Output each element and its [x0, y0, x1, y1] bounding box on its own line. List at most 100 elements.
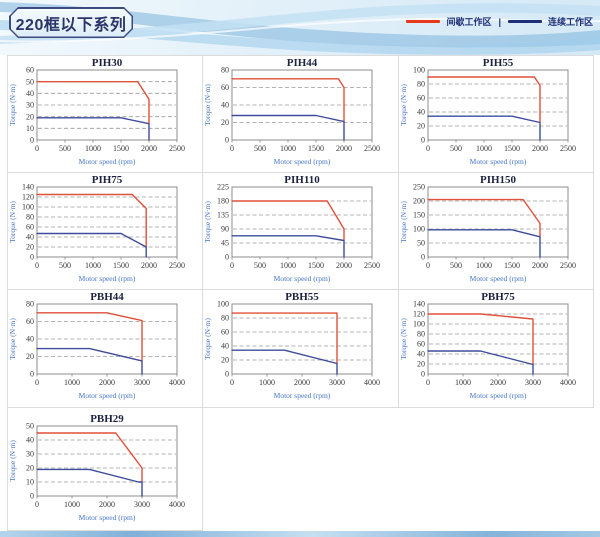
- x-tick-label: 1500: [113, 261, 129, 270]
- series-intermittent: [36, 312, 143, 362]
- series-continuous: [231, 235, 346, 258]
- x-tick-label: 2500: [364, 261, 380, 270]
- x-tick-label: 0: [35, 378, 39, 387]
- y-tick-label: 0: [30, 136, 34, 145]
- x-tick-label: 0: [426, 261, 430, 270]
- chart-cell-PIH150: PIH150 0 50 100 150 200 250 0 500 1000 1500 2000 250…: [398, 173, 594, 290]
- y-tick-label: 10: [26, 478, 34, 487]
- chart-title: PIH150: [480, 174, 517, 186]
- y-tick-label: 80: [221, 314, 229, 323]
- chart-PIH110: PIH110 0 45 90 135 180 225 0 500 1000 1500 2000 2500…: [203, 174, 380, 283]
- y-tick-label: 140: [413, 300, 425, 309]
- y-tick-label: 60: [221, 328, 229, 337]
- y-tick-label: 80: [26, 213, 34, 222]
- chart-PBH44: PBH44 0 20 40 60 80 0 1000 2000 3000 4000 Torque (N…: [8, 291, 185, 400]
- x-tick-label: 0: [35, 261, 39, 270]
- y-tick-label: 50: [26, 422, 34, 431]
- x-tick-label: 1000: [476, 144, 492, 153]
- chart-title: PBH75: [481, 291, 515, 303]
- x-tick-label: 1500: [308, 261, 324, 270]
- y-tick-label: 60: [221, 83, 229, 92]
- y-tick-label: 20: [221, 118, 229, 127]
- plot-area: [36, 425, 178, 497]
- x-tick-label: 4000: [560, 378, 576, 387]
- x-tick-label: 1000: [64, 378, 80, 387]
- x-tick-label: 1500: [113, 144, 129, 153]
- chart-cell-PBH44: PBH44 0 20 40 60 80 0 1000 2000 3000 4000 Torque (N…: [8, 290, 204, 408]
- y-axis-label: Torque (N·m): [203, 84, 212, 126]
- x-tick-label: 500: [59, 261, 71, 270]
- series-continuous: [426, 115, 541, 141]
- y-tick-label: 30: [26, 101, 34, 110]
- x-tick-label: 0: [230, 144, 234, 153]
- chart-title: PBH55: [286, 291, 320, 303]
- y-tick-label: 20: [417, 122, 425, 131]
- x-tick-label: 2000: [294, 378, 310, 387]
- x-tick-label: 1500: [308, 144, 324, 153]
- y-tick-label: 100: [413, 66, 425, 75]
- x-tick-label: 1000: [85, 144, 101, 153]
- y-tick-label: 20: [26, 112, 34, 121]
- y-tick-label: 80: [417, 330, 425, 339]
- y-tick-label: 40: [26, 89, 34, 98]
- y-tick-label: 10: [26, 124, 34, 133]
- chart-PIH44: PIH44 0 20 40 60 80 0 500 1000 1500 2000 2500 Torque…: [203, 57, 380, 166]
- x-tick-label: 500: [254, 144, 266, 153]
- x-tick-label: 2000: [490, 378, 506, 387]
- y-tick-label: 20: [26, 352, 34, 361]
- x-tick-label: 3000: [329, 378, 345, 387]
- chart-PBH29: PBH29 0 10 20 30 40 50 0 1000 2000 3000 4000 Torque …: [8, 413, 185, 522]
- x-tick-label: 3000: [134, 500, 150, 509]
- series-intermittent: [36, 81, 150, 125]
- y-tick-label: 250: [413, 183, 425, 192]
- y-axis-label: Torque (N·m): [399, 84, 408, 126]
- y-tick-label: 135: [217, 211, 229, 220]
- chart-title: PIH55: [482, 57, 513, 69]
- x-axis-label: Motor speed (rpm): [79, 274, 136, 283]
- x-tick-label: 2000: [141, 144, 157, 153]
- x-tick-label: 4000: [169, 500, 185, 509]
- y-tick-label: 80: [26, 300, 34, 309]
- chart-title: PIH44: [287, 57, 318, 69]
- series-continuous: [426, 229, 541, 258]
- y-tick-label: 40: [221, 342, 229, 351]
- wave-graphic: [0, 2, 600, 55]
- series-intermittent: [426, 198, 541, 238]
- y-tick-label: 90: [221, 225, 229, 234]
- chart-cell-PBH55: PBH55 0 20 40 60 80 100 0 1000 2000 3000 4000 Torque…: [203, 290, 399, 408]
- y-tick-label: 0: [30, 253, 34, 262]
- y-tick-label: 40: [26, 335, 34, 344]
- y-tick-label: 120: [22, 193, 34, 202]
- legend-separator: |: [498, 16, 501, 27]
- chart-title: PIH75: [92, 174, 123, 186]
- series-continuous: [36, 347, 143, 375]
- x-axis-label: Motor speed (rpm): [469, 157, 526, 166]
- y-tick-label: 60: [26, 66, 34, 75]
- y-tick-label: 50: [26, 77, 34, 86]
- y-axis-label: Torque (N·m): [399, 318, 408, 360]
- chart-PIH30: PIH30 0 10 20 30 40 50 60 0 500 1000 1500 2000 2500 To…: [8, 57, 185, 166]
- x-axis-label: Motor speed (rpm): [274, 157, 331, 166]
- y-tick-label: 40: [417, 108, 425, 117]
- series-continuous: [231, 349, 339, 375]
- y-tick-label: 20: [26, 464, 34, 473]
- x-tick-label: 500: [59, 144, 71, 153]
- x-axis-label: Motor speed (rpm): [469, 274, 526, 283]
- plot-area: [231, 186, 373, 258]
- y-tick-label: 45: [221, 239, 229, 248]
- series-continuous: [36, 468, 143, 497]
- x-tick-label: 2500: [560, 144, 576, 153]
- chart-title: PIH30: [92, 57, 123, 69]
- series-intermittent: [36, 193, 147, 248]
- x-tick-label: 2000: [99, 500, 115, 509]
- y-tick-label: 40: [26, 233, 34, 242]
- y-tick-label: 0: [421, 253, 425, 262]
- intermittent-label: 间歇工作区: [446, 17, 492, 27]
- series-intermittent: [231, 78, 346, 123]
- legend: 间歇工作区 | 连续工作区: [406, 15, 593, 28]
- y-tick-label: 150: [413, 211, 425, 220]
- chart-title: PIH110: [285, 174, 321, 186]
- x-tick-label: 1000: [280, 261, 296, 270]
